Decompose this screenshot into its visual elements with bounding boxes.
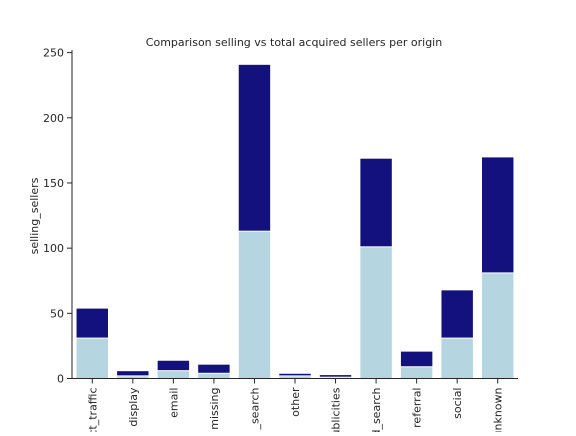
x-tick-label-missing: missing [208, 388, 221, 430]
x-tick-label-social: social [451, 388, 464, 419]
bar-selling-missing [197, 372, 231, 379]
y-tick-label: 50 [50, 307, 64, 320]
bar-selling-_search [237, 230, 272, 379]
bar-selling-ct_traffic [75, 337, 109, 380]
y-tick-label: 0 [57, 373, 64, 386]
x-tick-label-email: email [167, 388, 180, 418]
x-tick-label-ublicities: ublicities [330, 387, 343, 432]
x-tick-label-_search: _search [248, 387, 261, 430]
bars-selling-group [75, 230, 515, 380]
y-axis-ticks: 0 50 100 150 200 250 [43, 47, 72, 386]
x-axis-ticks: ct_traffic display email missing _search othe… [86, 378, 505, 436]
y-axis-label: selling_sellers [28, 177, 41, 254]
x-tick-label-display: display [127, 387, 140, 427]
x-tick-label-unknown: unknown [492, 387, 505, 432]
bar-selling-unknown [481, 272, 515, 379]
y-tick-label: 100 [43, 242, 64, 255]
y-tick-label: 200 [43, 112, 64, 125]
x-tick-label-other: other [289, 387, 302, 417]
bar-selling-social [440, 337, 474, 380]
y-tick-label: 150 [43, 177, 64, 190]
x-tick-label-referral: referral [411, 388, 424, 428]
chart-title: Comparison selling vs total acquired sel… [146, 36, 442, 49]
x-tick-label-ct_traffic: ct_traffic [86, 388, 99, 433]
x-tick-label-d_search: d_search [370, 387, 383, 432]
bars-total-group [75, 63, 515, 380]
bar-selling-email [156, 370, 191, 379]
bar-selling-referral [399, 366, 434, 379]
bar-selling-d_search [359, 246, 393, 379]
y-tick-label: 250 [43, 47, 64, 60]
